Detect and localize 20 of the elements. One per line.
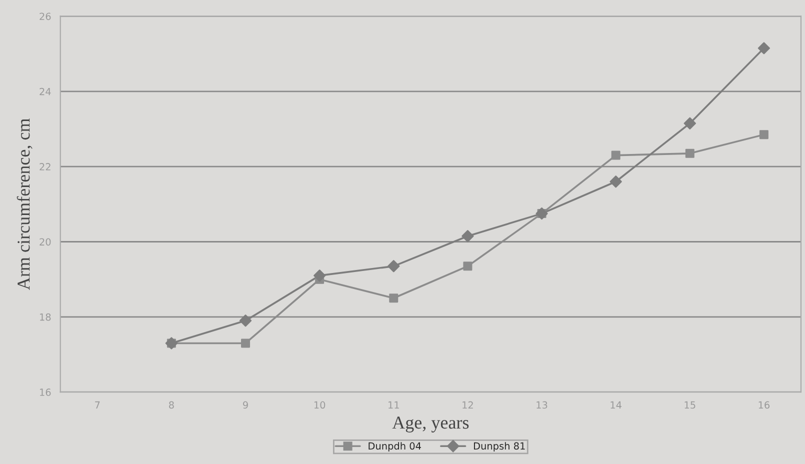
- x-axis-title: Age, years: [392, 416, 469, 432]
- x-tick-label: 16: [758, 401, 770, 409]
- legend-label: Dunpdh 04: [368, 442, 421, 452]
- x-tick-label: 7: [95, 401, 100, 408]
- x-tick-label: 9: [243, 401, 248, 409]
- x-tick-label: 14: [610, 401, 622, 408]
- y-tick-label: 16: [40, 388, 51, 396]
- x-tick-label: 13: [536, 401, 548, 409]
- y-tick-label: 20: [40, 238, 51, 246]
- legend-label: Dunpsh 81: [474, 442, 525, 452]
- x-tick-label: 8: [169, 401, 174, 409]
- y-tick-label: 26: [40, 12, 51, 20]
- x-tick-label: 15: [684, 401, 696, 409]
- x-tick-label: 12: [462, 401, 473, 408]
- y-tick-label: 24: [40, 88, 51, 96]
- x-tick-label: 10: [314, 401, 326, 409]
- x-tick-label: 11: [388, 401, 399, 408]
- y-tick-label: 22: [40, 163, 50, 170]
- y-axis-title: Arm circumference, cm: [16, 118, 32, 290]
- y-tick-label: 18: [40, 313, 51, 321]
